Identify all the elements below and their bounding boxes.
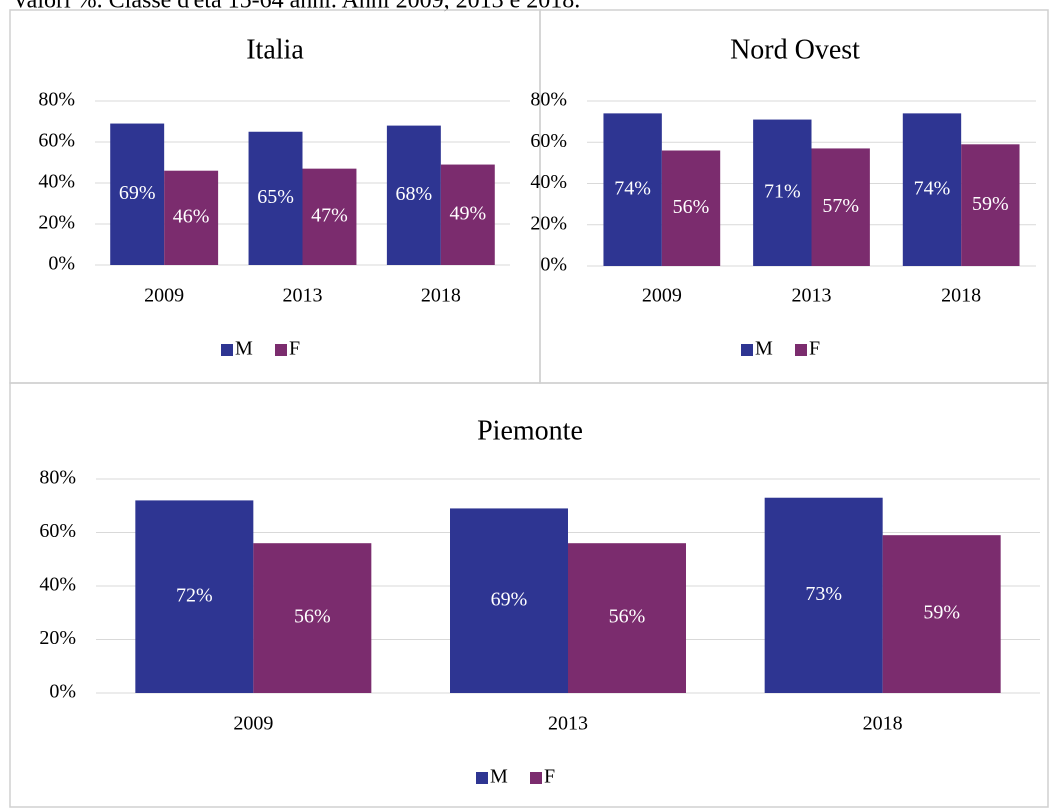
panel-frame <box>9 382 1049 808</box>
data-label: 49% <box>449 202 486 224</box>
y-tick-label: 40% <box>38 171 75 193</box>
header-text: Valori %. Classe d'età 15-64 anni. Anni … <box>12 0 580 14</box>
legend-swatch <box>221 344 233 356</box>
bar <box>603 113 662 266</box>
legend-label: F <box>544 766 555 788</box>
y-tick-label: 0% <box>48 253 75 275</box>
legend-label: M <box>490 766 508 788</box>
x-tick-label: 2009 <box>233 713 273 735</box>
data-label: 73% <box>805 583 842 605</box>
legend-swatch <box>741 344 753 356</box>
bar <box>110 123 165 265</box>
bar <box>440 164 495 265</box>
data-label: 59% <box>923 602 960 624</box>
bar <box>253 543 372 693</box>
data-label: 56% <box>294 606 331 628</box>
data-label: 57% <box>822 195 859 217</box>
y-tick-label: 60% <box>530 130 567 152</box>
y-tick-label: 60% <box>39 520 76 542</box>
x-tick-label: 2013 <box>283 285 323 307</box>
bar <box>764 497 883 693</box>
legend-label: F <box>809 338 820 360</box>
bar <box>961 144 1020 266</box>
data-label: 46% <box>173 205 210 227</box>
bar <box>902 113 962 266</box>
legend-swatch <box>275 344 287 356</box>
bar <box>248 131 303 265</box>
bar <box>135 500 254 693</box>
y-tick-label: 40% <box>530 171 567 193</box>
data-label: 56% <box>609 606 646 628</box>
data-label: 72% <box>176 584 213 606</box>
chart-title: Italia <box>246 34 304 65</box>
chart-title: Piemonte <box>477 415 583 446</box>
y-tick-label: 60% <box>38 130 75 152</box>
data-label: 69% <box>119 182 156 204</box>
bar <box>753 119 812 266</box>
bar <box>386 125 441 265</box>
x-tick-label: 2018 <box>863 713 903 735</box>
x-tick-label: 2013 <box>548 713 588 735</box>
x-tick-label: 2013 <box>792 285 832 307</box>
data-label: 68% <box>396 183 433 205</box>
bar <box>568 543 686 693</box>
y-tick-label: 20% <box>38 212 75 234</box>
data-label: 65% <box>257 186 294 208</box>
legend-label: F <box>289 338 300 360</box>
bar <box>302 168 357 265</box>
data-label: 56% <box>673 196 710 218</box>
bar <box>164 170 219 265</box>
y-tick-label: 20% <box>39 627 76 649</box>
data-label: 71% <box>764 180 801 202</box>
y-tick-label: 0% <box>49 681 76 703</box>
y-tick-label: 0% <box>540 254 567 276</box>
legend-swatch <box>476 772 488 784</box>
legend-swatch <box>795 344 807 356</box>
y-tick-label: 80% <box>530 89 567 111</box>
y-tick-label: 40% <box>39 574 76 596</box>
chart-title: Nord Ovest <box>730 34 860 65</box>
bar <box>450 508 568 693</box>
data-label: 74% <box>614 177 651 199</box>
y-tick-label: 20% <box>530 212 567 234</box>
data-label: 74% <box>914 177 951 199</box>
data-label: 59% <box>972 193 1009 215</box>
legend-swatch <box>530 772 542 784</box>
bar <box>661 150 721 266</box>
bar <box>811 148 870 266</box>
data-label: 69% <box>491 588 528 610</box>
x-tick-label: 2018 <box>421 285 461 307</box>
data-label: 47% <box>311 204 348 226</box>
y-tick-label: 80% <box>38 89 75 111</box>
bar <box>882 535 1001 693</box>
legend-label: M <box>755 338 773 360</box>
x-tick-label: 2018 <box>941 285 981 307</box>
legend-label: M <box>235 338 253 360</box>
x-tick-label: 2009 <box>144 285 184 307</box>
y-tick-label: 80% <box>39 467 76 489</box>
x-tick-label: 2009 <box>642 285 682 307</box>
